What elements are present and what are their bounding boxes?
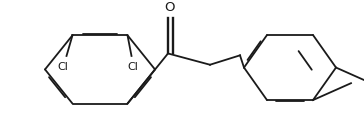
Text: Cl: Cl xyxy=(127,62,138,72)
Text: O: O xyxy=(165,1,175,14)
Text: Cl: Cl xyxy=(57,62,68,72)
